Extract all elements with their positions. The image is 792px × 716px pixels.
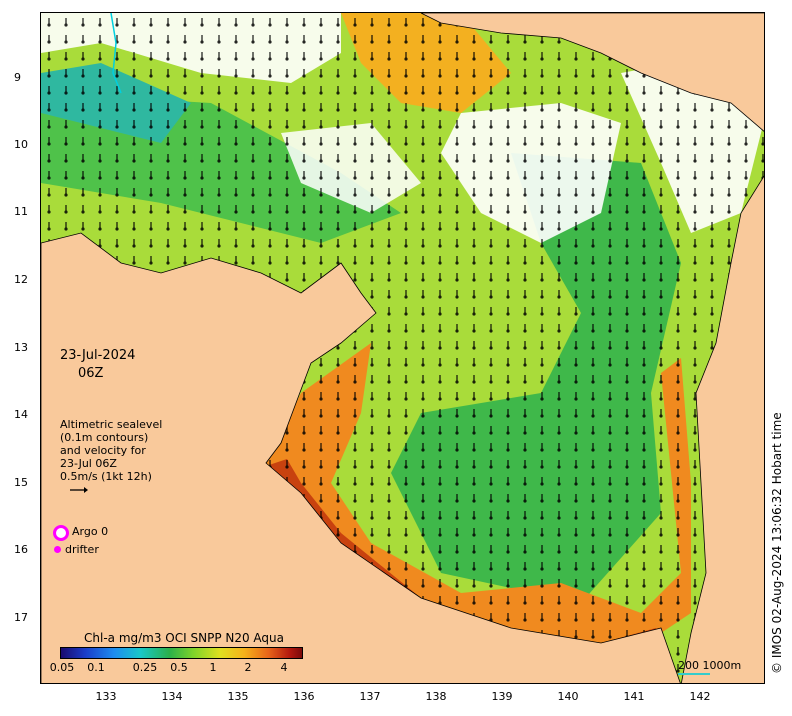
- depth-scale-bar: [678, 673, 710, 675]
- colorbar-tick: 1: [209, 661, 217, 674]
- chlorophyll-colorbar: [60, 647, 303, 659]
- map-date: 23-Jul-2024: [60, 348, 136, 363]
- argo-label: Argo 0: [72, 525, 109, 538]
- lat-label-16: 16: [14, 543, 28, 556]
- land-cape-york: [680, 175, 764, 683]
- lon-label-138: 138: [425, 690, 447, 703]
- lat-label-17: 17: [14, 611, 28, 624]
- land-png: [420, 13, 764, 132]
- legend-line: (0.1m contours): [60, 431, 149, 444]
- legend-line: 23-Jul 06Z: [60, 457, 117, 470]
- lat-label-13: 13: [14, 341, 28, 354]
- depth-scale-label: 200 1000m: [678, 659, 742, 672]
- river-line: [110, 13, 122, 94]
- lon-label-141: 141: [623, 690, 645, 703]
- lon-label-137: 137: [359, 690, 381, 703]
- lon-label-135: 135: [227, 690, 249, 703]
- map-canvas[interactable]: [41, 13, 765, 684]
- lat-label-11: 11: [14, 205, 28, 218]
- drifter-icon: [54, 546, 61, 553]
- lon-label-140: 140: [557, 690, 579, 703]
- vector-scale-arrow-icon: [70, 487, 88, 493]
- map-time: 06Z: [78, 366, 104, 381]
- lon-label-142: 142: [689, 690, 711, 703]
- drifter-label: drifter: [65, 543, 99, 556]
- colorbar-title: Chl-a mg/m3 OCI SNPP N20 Aqua: [84, 631, 284, 645]
- lat-label-15: 15: [14, 476, 28, 489]
- lat-label-10: 10: [14, 138, 28, 151]
- colorbar-tick: 0.5: [170, 661, 188, 674]
- imos-watermark: © IMOS 02-Aug-2024 13:06:32 Hobart time: [770, 412, 784, 674]
- lat-label-12: 12: [14, 273, 28, 286]
- lat-label-9: 9: [14, 71, 21, 84]
- legend-line: 0.5m/s (1kt 12h): [60, 470, 152, 483]
- argo-float-icon: [53, 525, 69, 541]
- colorbar-tick: 0.25: [132, 661, 158, 674]
- legend-line: Altimetric sealevel: [60, 418, 163, 431]
- map-frame[interactable]: [40, 12, 765, 684]
- colorbar-tick: 2: [244, 661, 252, 674]
- colorbar-tick: 0.05: [49, 661, 75, 674]
- lon-label-136: 136: [293, 690, 315, 703]
- lon-label-134: 134: [161, 690, 183, 703]
- colorbar-tick: 0.1: [87, 661, 105, 674]
- altimetry-legend: Altimetric sealevel (0.1m contours) and …: [60, 418, 162, 483]
- legend-line: and velocity for: [60, 444, 146, 457]
- lon-label-133: 133: [95, 690, 117, 703]
- lon-label-139: 139: [491, 690, 513, 703]
- colorbar-tick: 4: [280, 661, 288, 674]
- land-northern-territory: [41, 232, 681, 683]
- lat-label-14: 14: [14, 408, 28, 421]
